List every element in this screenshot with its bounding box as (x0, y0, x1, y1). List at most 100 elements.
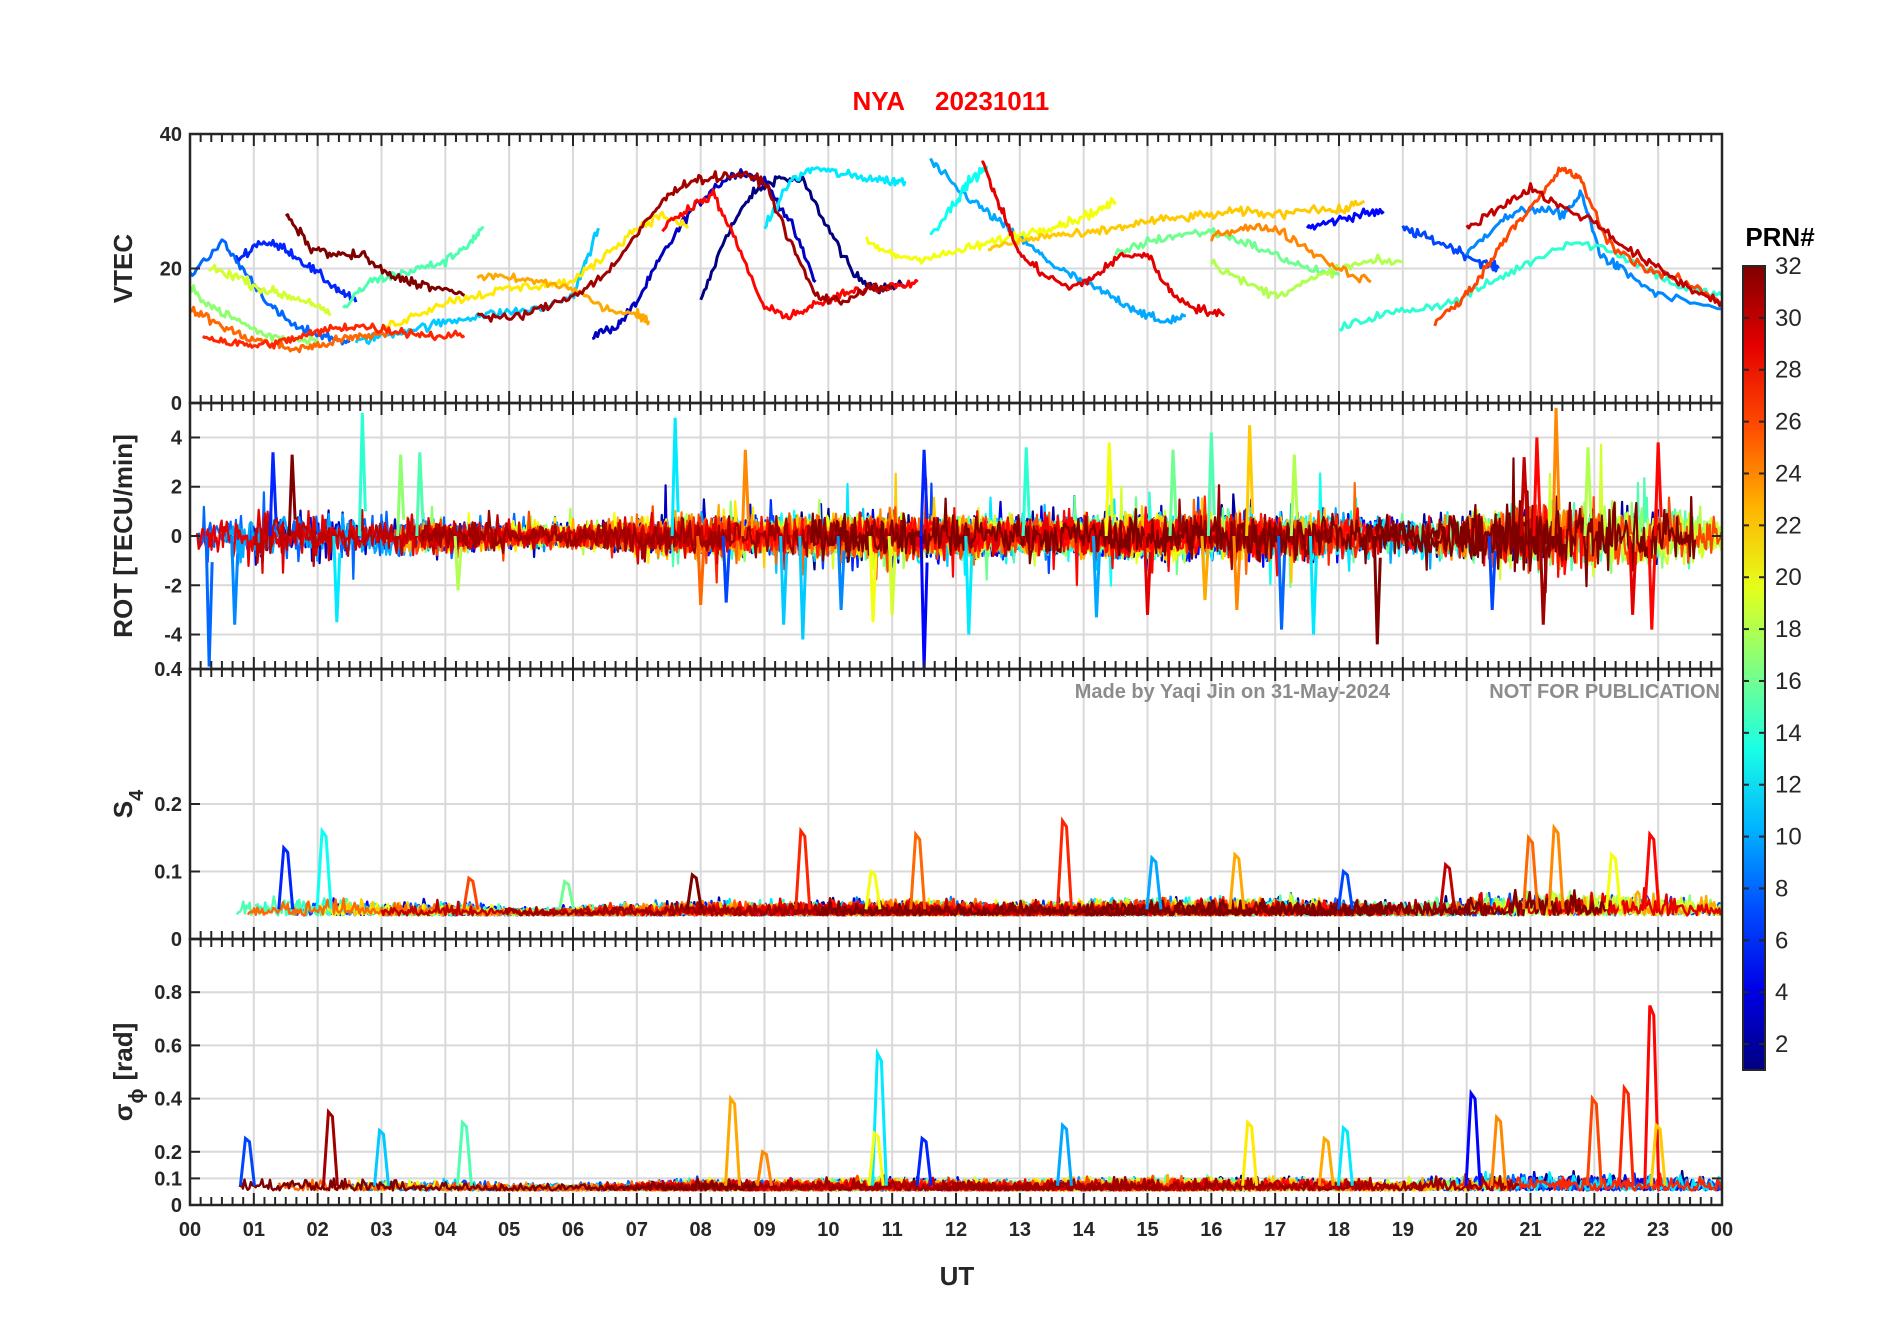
rot-spike (1372, 535, 1382, 645)
s4-series-prn-32 (816, 888, 1611, 917)
sigma-peak (1643, 1004, 1661, 1186)
s4-series-prn-32 (1079, 897, 1389, 917)
sigma-peak (756, 1149, 773, 1186)
x-tick-label: 22 (1583, 1219, 1605, 1241)
rot-spike (1289, 454, 1299, 537)
rot-spike (415, 452, 425, 537)
rot-series-prn-32 (1374, 457, 1562, 573)
s4-peak (864, 868, 882, 910)
s4-peak (462, 875, 480, 910)
y-tick-label: 0.4 (154, 659, 183, 681)
y-tick-label: 4 (171, 427, 183, 449)
s4-series (235, 816, 1722, 917)
sigma-peak (867, 1130, 885, 1186)
rot-spike (836, 535, 846, 610)
vtec-series-prn-18 (1209, 253, 1403, 300)
y-tick-label: 0.6 (154, 1035, 182, 1057)
rot-spike (1628, 535, 1638, 615)
rot-spike (287, 454, 297, 537)
colorbar-tick-label: 32 (1775, 253, 1802, 280)
x-tick-label: 10 (817, 1219, 839, 1241)
rot-spike (696, 535, 706, 606)
s4-peak (1604, 851, 1622, 910)
colorbar-tick-label: 2 (1775, 1031, 1788, 1058)
vtec-series-prn-20 (865, 197, 1117, 265)
x-tick-label: 08 (690, 1219, 712, 1241)
vtec-series-prn-31 (476, 170, 893, 323)
x-tick-labels: 00 01 02 03 04 05 06 07 08 09 10 11 12 13 14 15 16 17 18 19… (179, 1219, 1733, 1241)
x-tick-label: 19 (1392, 1219, 1414, 1241)
rot-spike (332, 535, 342, 623)
vtec-series-prn-8 (190, 238, 351, 346)
x-tick-label: 17 (1264, 1219, 1286, 1241)
vtec-series-prn-15 (342, 226, 485, 309)
rot-spike (1538, 535, 1548, 625)
s4-peak (1547, 823, 1565, 910)
y-tick-label: 0 (171, 393, 182, 415)
sigma-peak (455, 1119, 473, 1186)
vtec-panel: 0 20 40 VTEC (108, 124, 1724, 415)
vtec-series-prn-5 (1305, 207, 1385, 231)
s4-peak (1522, 833, 1539, 910)
colorbar-label: PRN# (1745, 222, 1815, 252)
colorbar-tick-label: 18 (1775, 616, 1802, 643)
vtec-series-prn-24 (1209, 222, 1372, 284)
y-tick-label: 0.2 (154, 794, 182, 816)
y-tick-label: 0.8 (154, 982, 182, 1004)
watermark-notice: NOT FOR PUBLICATION (1489, 681, 1720, 703)
rot-spike (868, 535, 878, 623)
s4-peak (277, 844, 295, 910)
sigma-peak (870, 1047, 888, 1186)
rot-spike (1245, 425, 1255, 537)
rot-spike (887, 535, 897, 615)
rot-spike (964, 535, 974, 635)
sigma-panel: 0 0.1 0.2 0.4 0.6 0.8 σϕ[rad] (108, 937, 1724, 1217)
vtec-y-axis-label: VTEC (108, 234, 138, 304)
vtec-series-prn-13 (929, 165, 989, 236)
vtec-series-prn-22 (987, 199, 1366, 252)
x-tick-label: 21 (1519, 1219, 1541, 1241)
x-tick-label: 11 (882, 1219, 903, 1241)
sigma-peak (1464, 1088, 1482, 1186)
s4-peak (1439, 861, 1457, 910)
colorbar-tick-label: 26 (1775, 409, 1802, 436)
s4-peak (1056, 816, 1074, 910)
rot-spike (204, 535, 214, 667)
s4-y-axis-label: S4 (108, 789, 148, 818)
colorbar-tick-label: 14 (1775, 720, 1802, 747)
rot-spike (919, 535, 929, 669)
vtec-series-prn-1 (699, 175, 906, 301)
rot-spike (919, 449, 929, 537)
sigma-peak (1056, 1121, 1074, 1186)
x-tick-label: 00 (179, 1219, 201, 1241)
rot-spike (268, 452, 278, 537)
rot-spike (1583, 447, 1593, 537)
rot-spike (396, 454, 406, 537)
vtec-series-prn-10 (929, 157, 1186, 325)
colorbar-tick-label: 30 (1775, 305, 1802, 332)
vtec-series-prn-9 (1465, 189, 1722, 311)
rot-spike (1647, 535, 1657, 630)
x-tick-label: 07 (626, 1219, 648, 1241)
colorbar-tick-label: 20 (1775, 564, 1802, 591)
x-tick-label: 00 (1711, 1219, 1733, 1241)
rot-series-prn-31 (420, 509, 903, 563)
x-axis-label: UT (940, 1261, 975, 1291)
vtec-series-prn-21 (380, 210, 690, 332)
rot-spike (1091, 535, 1101, 618)
x-tick-label: 15 (1136, 1219, 1158, 1241)
rot-panel: -4 -2 0 2 4 ROT [TECU/min] (108, 401, 1724, 671)
x-tick-label: 23 (1647, 1219, 1669, 1241)
colorbar-tick-label: 28 (1775, 357, 1802, 384)
rot-spike (1551, 407, 1561, 537)
rot-spike (453, 535, 463, 591)
rot-spike (1021, 447, 1031, 537)
rot-spike (721, 535, 731, 603)
s4-peak (558, 879, 576, 910)
colorbar-tick-label: 16 (1775, 668, 1802, 695)
s4-peak (1228, 851, 1246, 910)
colorbar-tick-label: 22 (1775, 512, 1802, 539)
rot-spike (1168, 449, 1178, 537)
sigma-peak (1490, 1113, 1508, 1186)
